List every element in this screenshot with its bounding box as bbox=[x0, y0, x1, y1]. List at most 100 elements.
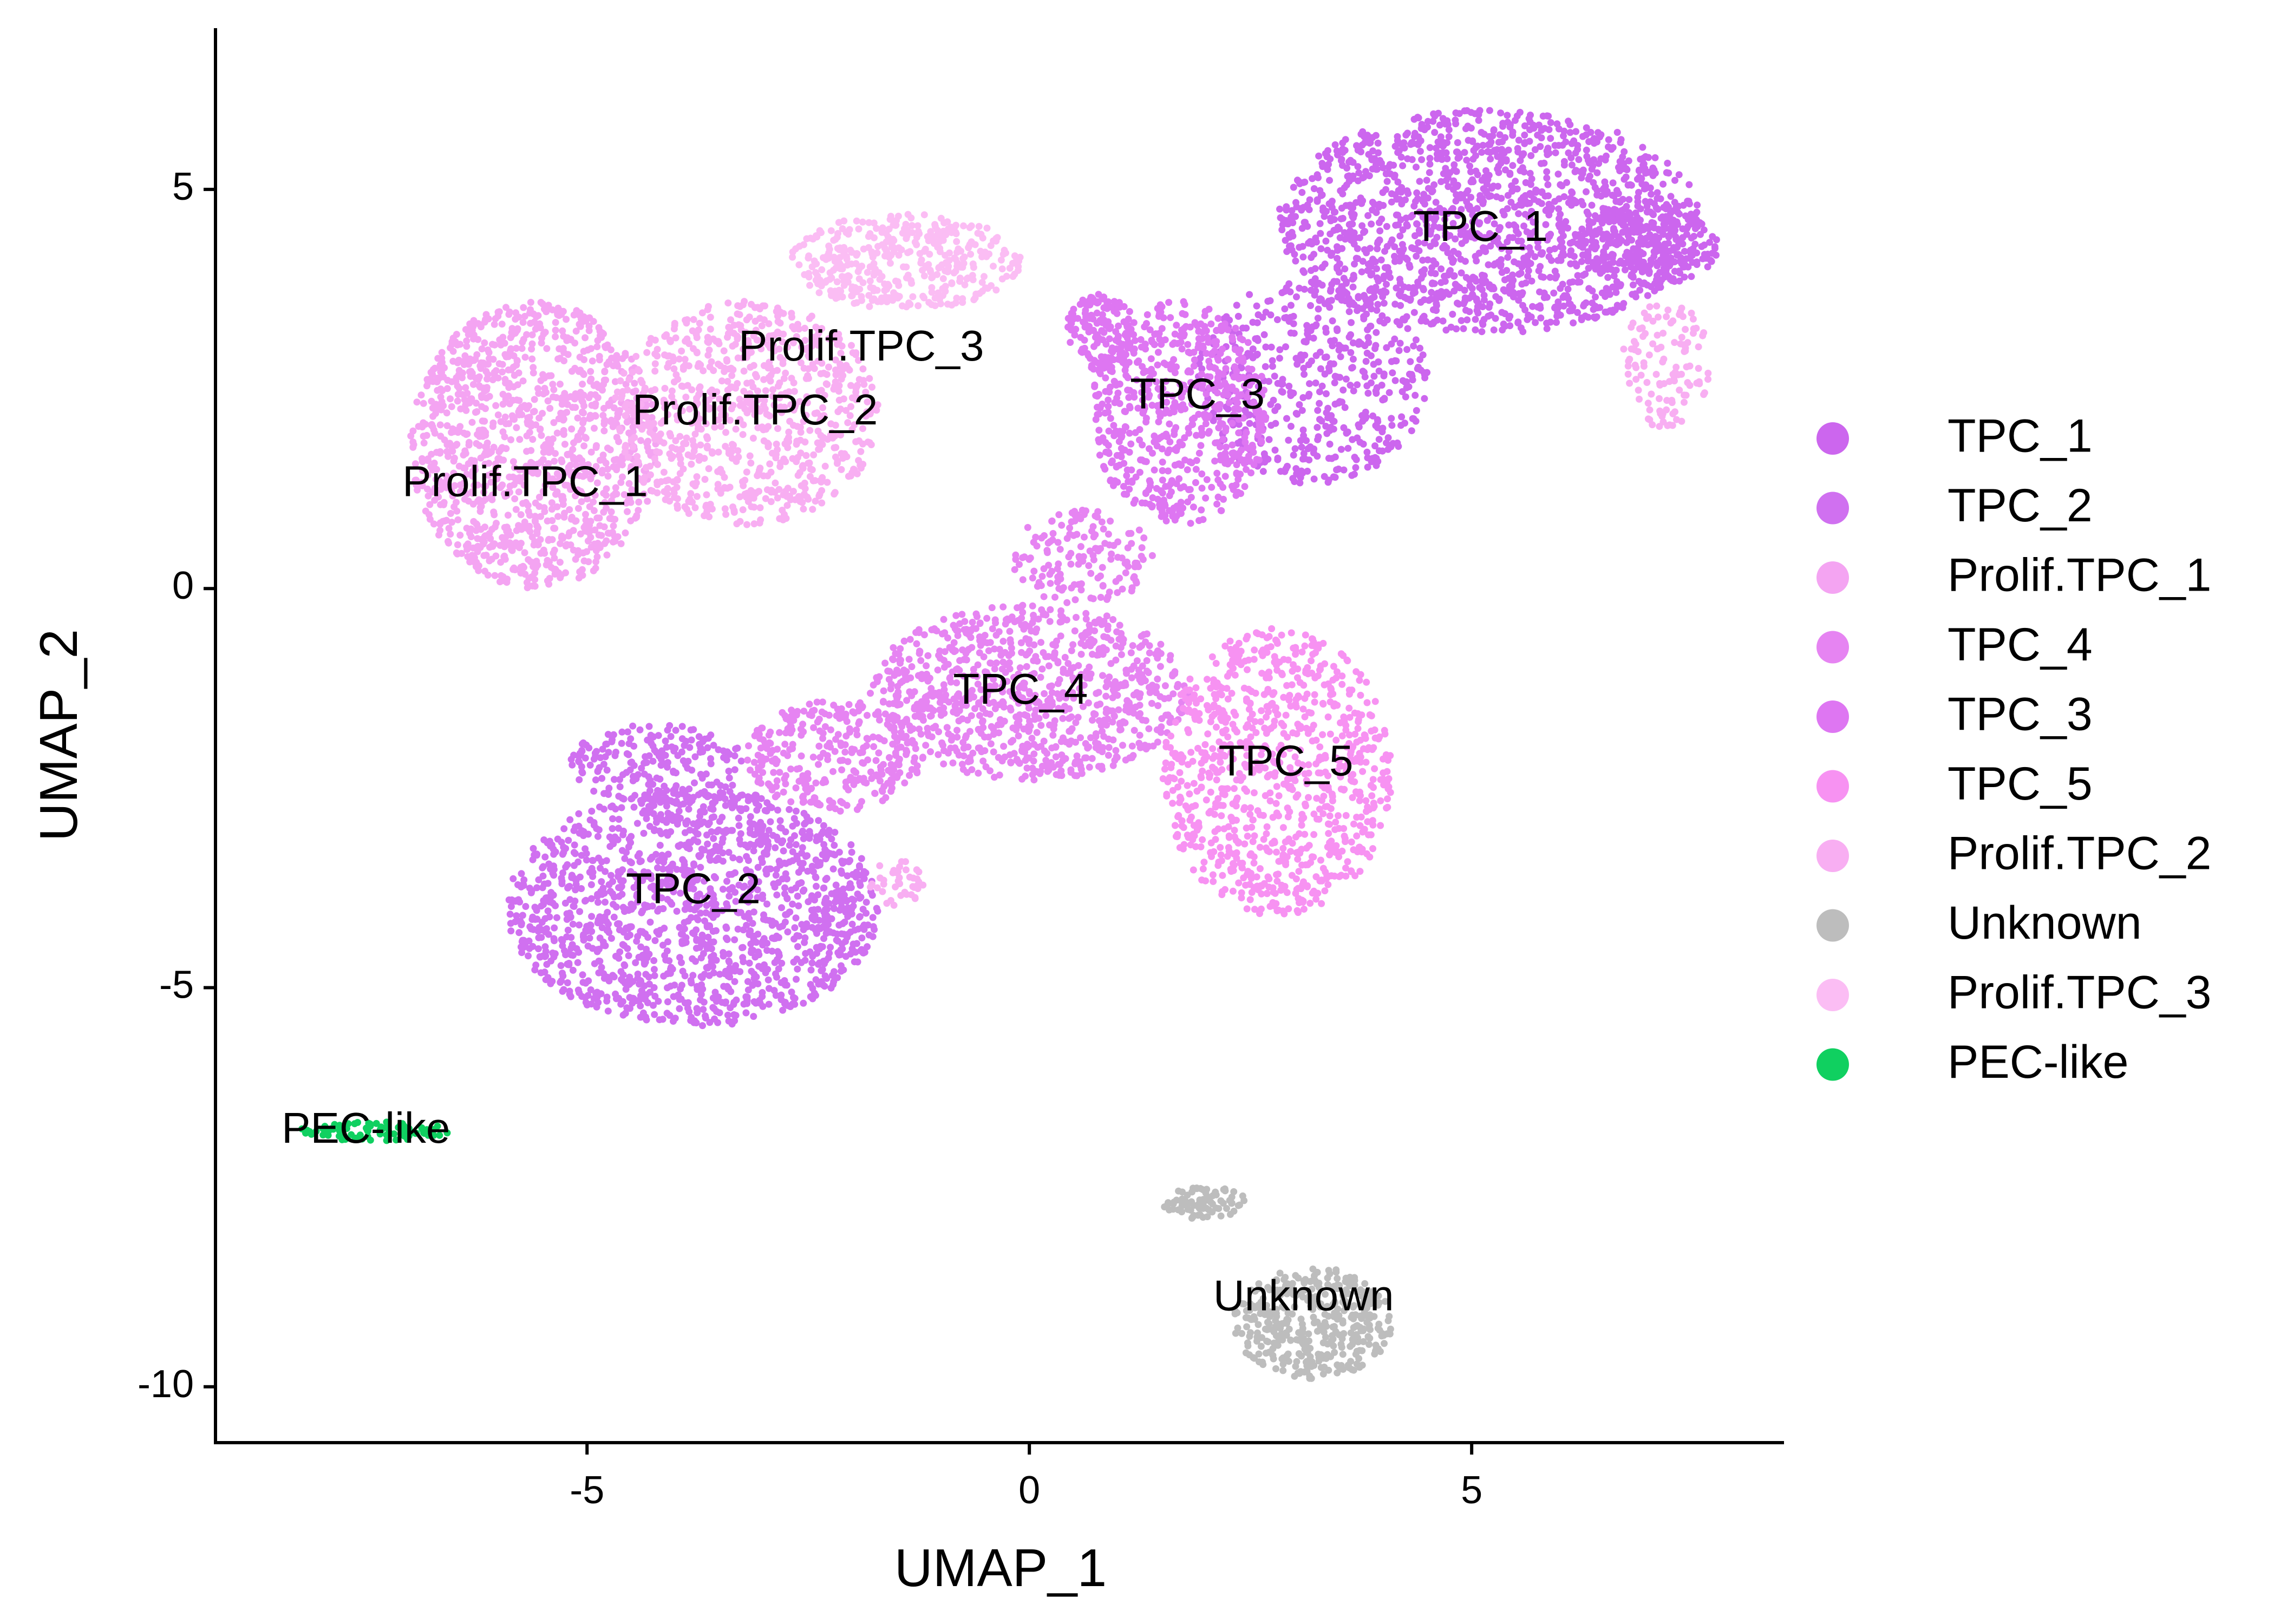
data-point bbox=[1299, 253, 1307, 261]
data-point bbox=[1521, 122, 1528, 129]
data-point bbox=[550, 862, 557, 870]
data-point bbox=[1333, 466, 1340, 474]
data-point bbox=[1253, 302, 1260, 310]
data-point bbox=[435, 531, 442, 539]
data-point bbox=[1363, 310, 1370, 318]
data-point bbox=[1374, 424, 1382, 431]
data-point bbox=[1610, 227, 1617, 234]
data-point bbox=[685, 1008, 693, 1016]
data-point bbox=[1583, 124, 1590, 132]
data-point bbox=[616, 783, 624, 790]
data-point bbox=[1661, 244, 1669, 252]
data-point bbox=[590, 507, 598, 514]
data-point bbox=[813, 944, 820, 951]
data-point bbox=[1413, 252, 1420, 260]
data-point bbox=[544, 907, 552, 915]
data-point bbox=[649, 757, 657, 765]
data-point bbox=[619, 831, 627, 839]
data-point bbox=[1612, 266, 1620, 274]
data-point bbox=[620, 961, 628, 968]
data-point bbox=[1389, 440, 1397, 447]
data-point bbox=[792, 914, 800, 922]
data-point bbox=[1448, 206, 1455, 214]
data-point bbox=[1559, 220, 1566, 228]
data-point bbox=[499, 368, 506, 376]
data-point bbox=[1574, 146, 1582, 153]
data-point bbox=[1522, 198, 1530, 205]
data-point bbox=[753, 973, 760, 981]
data-point bbox=[698, 984, 705, 992]
data-point bbox=[1342, 136, 1349, 143]
data-point bbox=[1594, 215, 1602, 222]
data-point bbox=[664, 850, 672, 858]
data-point bbox=[1388, 190, 1395, 198]
data-point bbox=[850, 902, 857, 910]
data-point bbox=[687, 914, 695, 921]
data-point bbox=[423, 431, 430, 439]
data-point bbox=[1304, 445, 1312, 453]
data-point bbox=[1547, 119, 1554, 126]
data-point bbox=[1276, 355, 1283, 362]
data-point bbox=[586, 868, 593, 876]
data-point bbox=[1352, 199, 1360, 206]
data-point bbox=[598, 775, 606, 782]
data-point bbox=[1452, 235, 1459, 243]
data-point bbox=[1298, 443, 1305, 451]
data-point bbox=[1462, 274, 1470, 281]
data-point bbox=[1362, 408, 1369, 416]
data-point bbox=[1408, 427, 1415, 435]
data-point bbox=[1338, 155, 1345, 163]
data-point bbox=[1485, 261, 1492, 269]
data-point bbox=[623, 418, 631, 426]
data-point bbox=[1327, 217, 1335, 225]
data-point bbox=[1391, 253, 1398, 260]
data-point bbox=[651, 937, 659, 944]
data-point bbox=[854, 890, 861, 898]
data-point bbox=[710, 835, 717, 842]
data-point bbox=[681, 829, 689, 836]
data-point bbox=[592, 444, 600, 451]
data-point bbox=[798, 959, 805, 966]
data-point bbox=[590, 567, 597, 574]
data-point bbox=[1423, 176, 1430, 184]
data-point bbox=[580, 828, 587, 835]
data-point bbox=[767, 818, 774, 826]
data-point bbox=[568, 368, 576, 375]
data-point bbox=[1490, 285, 1498, 292]
data-point bbox=[618, 804, 625, 811]
data-point bbox=[1396, 321, 1403, 329]
data-point bbox=[579, 381, 586, 388]
data-point bbox=[431, 429, 439, 437]
data-point bbox=[1548, 257, 1555, 264]
data-point bbox=[526, 414, 533, 421]
data-point bbox=[1629, 281, 1637, 289]
data-point bbox=[1360, 440, 1367, 448]
data-point bbox=[493, 520, 500, 527]
data-point bbox=[1437, 265, 1445, 273]
data-point bbox=[1543, 293, 1551, 301]
data-point bbox=[553, 429, 561, 437]
data-point bbox=[1458, 206, 1465, 213]
data-point bbox=[1490, 261, 1498, 269]
data-point bbox=[1357, 194, 1364, 202]
data-point bbox=[1599, 186, 1607, 193]
data-point bbox=[1322, 390, 1330, 397]
data-point bbox=[1415, 114, 1422, 122]
data-point bbox=[1409, 415, 1416, 422]
data-point bbox=[1535, 121, 1543, 129]
data-point bbox=[744, 843, 752, 851]
data-point bbox=[1492, 293, 1500, 300]
data-point bbox=[609, 836, 616, 844]
data-point bbox=[1389, 369, 1396, 377]
data-point bbox=[632, 775, 640, 783]
data-point bbox=[1421, 395, 1428, 402]
data-point bbox=[1340, 424, 1348, 431]
data-point bbox=[518, 345, 526, 352]
data-point bbox=[549, 949, 557, 957]
data-point bbox=[824, 906, 831, 913]
data-point bbox=[1391, 142, 1399, 150]
data-point bbox=[1554, 171, 1562, 178]
data-point bbox=[517, 511, 525, 519]
data-point bbox=[598, 878, 605, 886]
data-point bbox=[1271, 447, 1279, 454]
